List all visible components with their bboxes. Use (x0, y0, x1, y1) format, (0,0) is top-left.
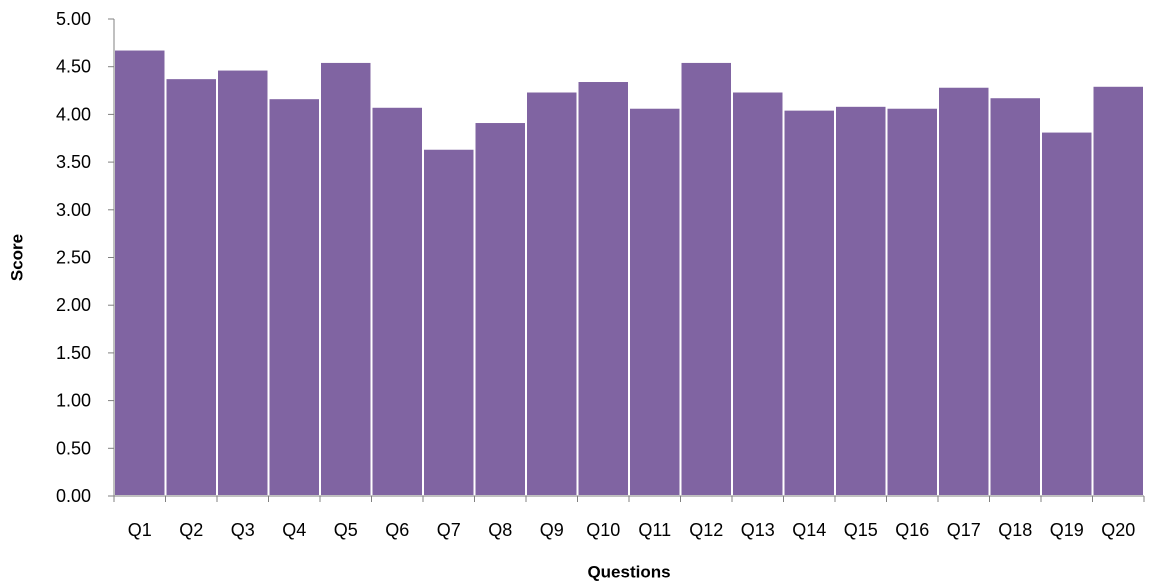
y-tick-label: 3.00 (56, 200, 91, 220)
x-tick-label: Q15 (844, 520, 878, 540)
bar-q17 (937, 85, 991, 497)
x-axis-title: Questions (587, 563, 670, 582)
bar-q14 (782, 108, 836, 497)
x-tick-label: Q8 (488, 520, 512, 540)
bar-q3 (216, 68, 270, 497)
y-tick-label: 1.50 (56, 343, 91, 363)
bar-q11 (628, 106, 682, 498)
x-tick-label: Q9 (540, 520, 564, 540)
y-axis-title: Score (8, 234, 27, 281)
x-tick-label: Q13 (741, 520, 775, 540)
bar-q9 (525, 90, 579, 497)
y-tick-label: 2.00 (56, 295, 91, 315)
y-tick-label: 3.50 (56, 152, 91, 172)
bar-q16 (885, 106, 939, 498)
bar-q15 (834, 104, 888, 498)
y-tick-label: 5.00 (56, 9, 91, 29)
x-tick-label: Q10 (586, 520, 620, 540)
x-tick-label: Q14 (792, 520, 826, 540)
y-tick-label: 1.00 (56, 391, 91, 411)
bar-q12 (679, 60, 733, 498)
x-tick-label: Q12 (689, 520, 723, 540)
x-tick-label: Q18 (998, 520, 1032, 540)
y-tick-label: 2.50 (56, 248, 91, 268)
bar-q2 (164, 77, 218, 497)
bar-q5 (319, 60, 373, 498)
x-tick-label: Q1 (128, 520, 152, 540)
bar-q7 (422, 147, 476, 498)
bar-q8 (473, 121, 527, 497)
x-tick-label: Q20 (1101, 520, 1135, 540)
bar-q6 (370, 105, 424, 497)
x-tick-label: Q7 (437, 520, 461, 540)
x-tick-label: Q3 (231, 520, 255, 540)
x-tick-label: Q5 (334, 520, 358, 540)
bar-q4 (267, 97, 321, 497)
x-tick-label: Q4 (282, 520, 306, 540)
bar-q10 (576, 80, 630, 497)
y-tick-label: 4.50 (56, 57, 91, 77)
bar-q1 (113, 48, 167, 497)
bar-q13 (731, 90, 785, 497)
bar-q19 (1040, 130, 1094, 498)
x-tick-label: Q19 (1050, 520, 1084, 540)
y-tick-label: 0.50 (56, 438, 91, 458)
y-tick-label: 4.00 (56, 104, 91, 124)
x-axis-ticks: Q1 Q2 Q3 Q4 Q5 Q6 Q7 Q8 Q9 Q10 Q11 Q12 Q13 Q14 Q15 Q16 Q… (113, 496, 1145, 540)
x-tick-label: Q16 (895, 520, 929, 540)
bars-layer (113, 48, 1145, 498)
x-tick-label: Q2 (179, 520, 203, 540)
x-tick-label: Q11 (638, 520, 671, 540)
x-tick-label: Q17 (947, 520, 981, 540)
x-tick-label: Q6 (385, 520, 409, 540)
bar-q20 (1091, 84, 1145, 497)
y-tick-label: 0.00 (56, 486, 91, 506)
bar-q18 (988, 96, 1042, 497)
y-axis-ticks: 0.00 0.50 1.00 1.50 2.00 2.50 3.00 3.50 4.00 4.50… (56, 9, 114, 506)
